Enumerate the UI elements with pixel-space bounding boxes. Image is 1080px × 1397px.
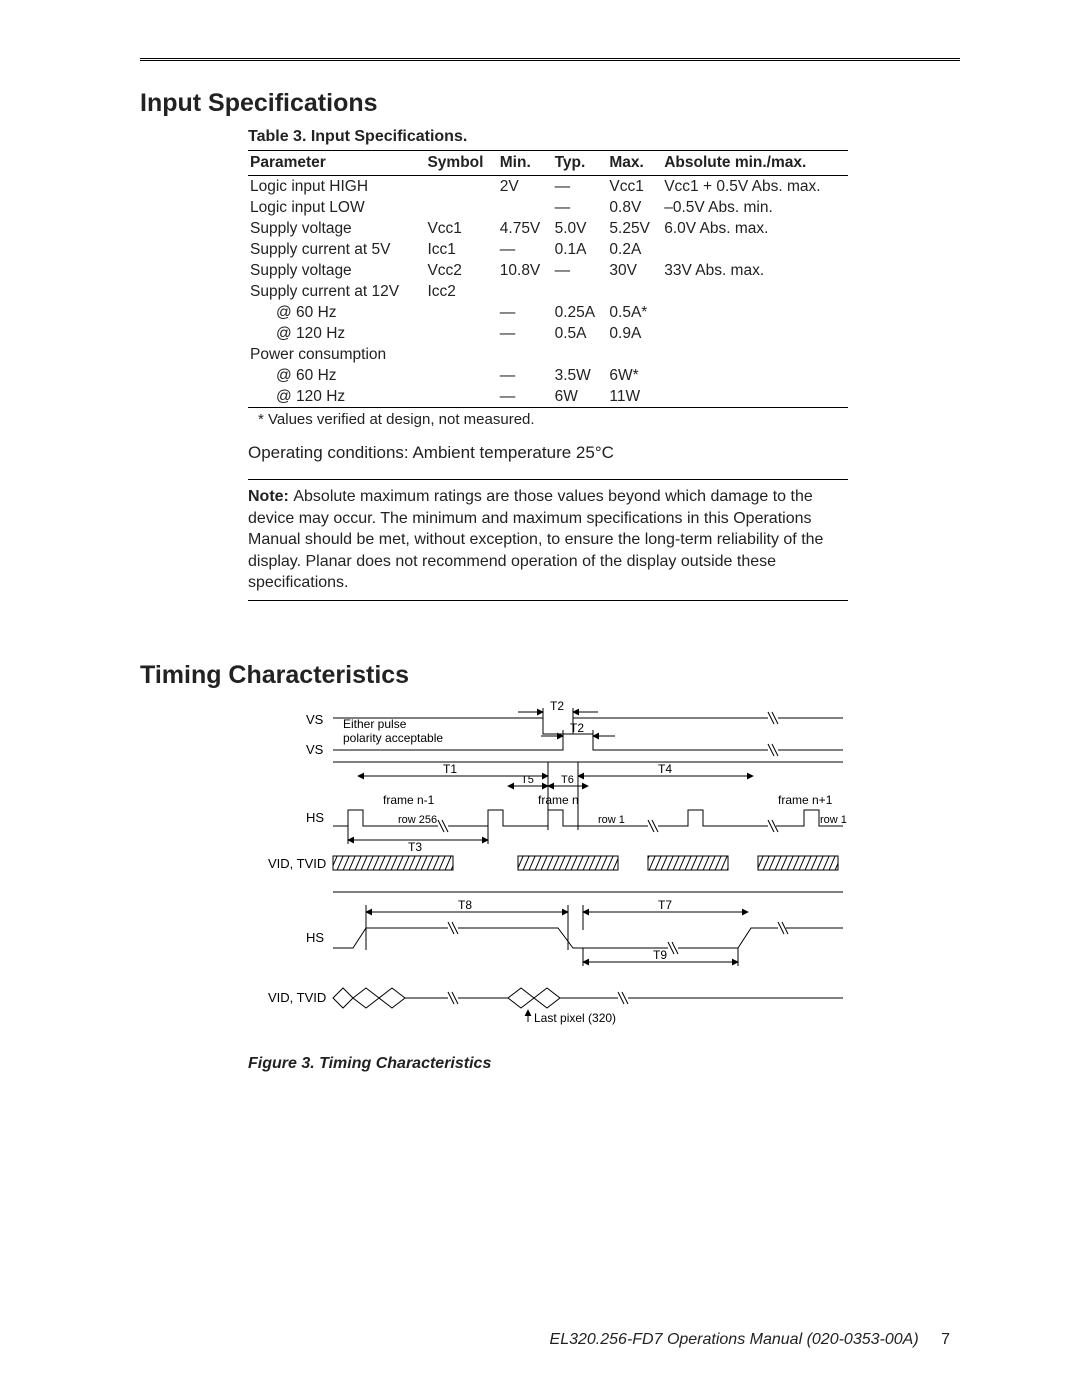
table-row: @ 120 Hz—0.5A0.9A bbox=[248, 323, 848, 344]
svg-text:T3: T3 bbox=[408, 840, 422, 854]
svg-text:frame n+1: frame n+1 bbox=[778, 793, 833, 807]
input-spec-table: Parameter Symbol Min. Typ. Max. Absolute… bbox=[248, 150, 848, 407]
table-row: Supply voltageVcc14.75V5.0V5.25V6.0V Abs… bbox=[248, 218, 848, 239]
table-row: @ 60 Hz—0.25A0.5A* bbox=[248, 302, 848, 323]
svg-text:VID, TVID: VID, TVID bbox=[268, 990, 326, 1005]
svg-text:frame n-1: frame n-1 bbox=[383, 793, 435, 807]
page-footer: EL320.256-FD7 Operations Manual (020-035… bbox=[550, 1331, 950, 1349]
section-input-spec-title: Input Specifications bbox=[140, 89, 960, 118]
svg-text:T2: T2 bbox=[570, 721, 584, 735]
col-symbol: Symbol bbox=[425, 151, 497, 176]
note-body: Absolute maximum ratings are those value… bbox=[248, 488, 823, 591]
svg-text:T5: T5 bbox=[521, 774, 534, 786]
svg-text:Last pixel (320): Last pixel (320) bbox=[534, 1011, 616, 1025]
table-row: @ 120 Hz—6W11W bbox=[248, 386, 848, 407]
svg-text:frame n: frame n bbox=[538, 793, 579, 807]
table-row: Supply current at 5VIcc1—0.1A0.2A bbox=[248, 239, 848, 260]
col-max: Max. bbox=[607, 151, 662, 176]
table-row: Logic input HIGH2V—Vcc1Vcc1 + 0.5V Abs. … bbox=[248, 176, 848, 198]
operating-conditions: Operating conditions: Ambient temperatur… bbox=[248, 443, 848, 463]
col-typ: Typ. bbox=[553, 151, 608, 176]
svg-text:row 1: row 1 bbox=[820, 814, 847, 826]
table-row: @ 60 Hz—3.5W6W* bbox=[248, 365, 848, 386]
svg-text:T7: T7 bbox=[658, 898, 672, 912]
svg-text:row 256: row 256 bbox=[398, 814, 437, 826]
col-parameter: Parameter bbox=[248, 151, 425, 176]
svg-text:T8: T8 bbox=[458, 898, 472, 912]
svg-text:VS: VS bbox=[306, 742, 324, 757]
svg-text:T9: T9 bbox=[653, 948, 667, 962]
table3-caption: Table 3. Input Specifications. bbox=[248, 128, 848, 146]
svg-text:T4: T4 bbox=[658, 762, 672, 776]
svg-text:row 1: row 1 bbox=[598, 814, 625, 826]
svg-text:T6: T6 bbox=[561, 774, 574, 786]
col-min: Min. bbox=[498, 151, 553, 176]
note-box: Note: Absolute maximum ratings are those… bbox=[248, 479, 848, 601]
table3-footnote: * Values verified at design, not measure… bbox=[248, 407, 848, 431]
section-timing-title: Timing Characteristics bbox=[140, 661, 960, 690]
svg-text:T1: T1 bbox=[443, 762, 457, 776]
svg-text:polarity acceptable: polarity acceptable bbox=[343, 731, 443, 745]
table-row: Supply voltageVcc210.8V—30V33V Abs. max. bbox=[248, 260, 848, 281]
svg-text:HS: HS bbox=[306, 930, 324, 945]
table-row: Power consumption bbox=[248, 344, 848, 365]
top-rule bbox=[140, 58, 960, 61]
page-number: 7 bbox=[941, 1331, 950, 1348]
table-row: Logic input LOW—0.8V–0.5V Abs. min. bbox=[248, 197, 848, 218]
col-abs: Absolute min./max. bbox=[662, 151, 848, 176]
timing-diagram: T2 T2 T1 T4 T5 T6 bbox=[248, 700, 848, 1040]
footer-text: EL320.256-FD7 Operations Manual (020-035… bbox=[550, 1331, 919, 1348]
figure3-caption: Figure 3. Timing Characteristics bbox=[248, 1055, 960, 1073]
svg-text:HS: HS bbox=[306, 810, 324, 825]
table-row: Supply current at 12VIcc2 bbox=[248, 281, 848, 302]
svg-text:VID, TVID: VID, TVID bbox=[268, 856, 326, 871]
svg-text:Either pulse: Either pulse bbox=[343, 717, 407, 731]
note-label: Note: bbox=[248, 488, 289, 505]
svg-text:VS: VS bbox=[306, 712, 324, 727]
svg-text:T2: T2 bbox=[550, 700, 564, 713]
